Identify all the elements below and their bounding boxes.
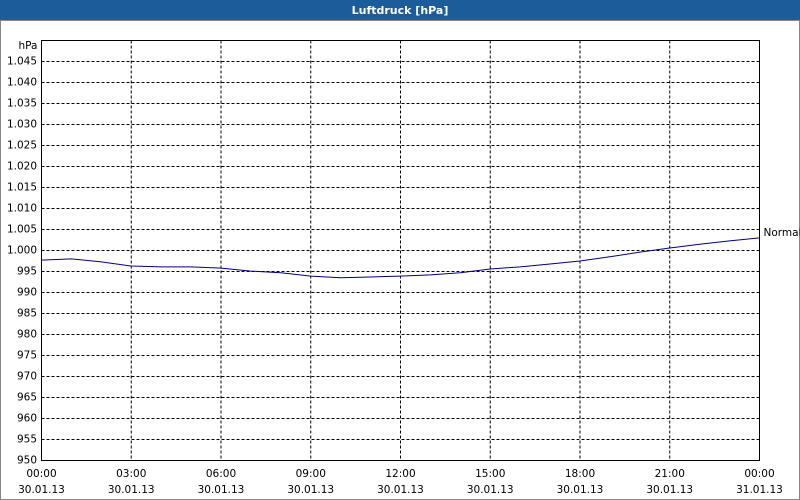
x-tick-sublabel: 30.01.13 [108,484,155,496]
y-tick-label: 1.035 [7,98,37,110]
y-tick-label: 1.030 [7,119,37,131]
y-tick-label: 965 [17,392,37,404]
x-tick-label: 09:00 [296,468,326,480]
x-tick-label: 06:00 [206,468,236,480]
y-tick-label: 1.000 [7,245,37,257]
y-tick-label: 995 [17,266,37,278]
y-tick-label: 1.010 [7,203,37,215]
y-tick-label: 980 [17,329,37,341]
x-tick-label: 12:00 [385,468,415,480]
y-tick-label: 955 [17,434,37,446]
x-tick-sublabel: 30.01.13 [646,484,693,496]
series-label: Normal [764,227,800,239]
y-tick-label: 970 [17,371,37,383]
x-tick-sublabel: 30.01.13 [467,484,514,496]
x-tick-sublabel: 30.01.13 [377,484,424,496]
x-tick-label: 03:00 [116,468,146,480]
x-tick-sublabel: 30.01.13 [198,484,245,496]
y-tick-label: 1.015 [7,182,37,194]
y-tick-label: 960 [17,413,37,425]
x-tick-label: 00:00 [26,468,56,480]
data-line [41,237,760,279]
y-tick-label: 985 [17,308,37,320]
y-axis-label: hPa [19,40,38,52]
x-tick-sublabel: 30.01.13 [18,484,65,496]
y-tick-label: 1.005 [7,224,37,236]
y-tick-label: 1.045 [7,56,37,68]
y-tick-label: 950 [17,455,37,467]
x-tick-sublabel: 30.01.13 [287,484,334,496]
x-tick-label: 15:00 [475,468,505,480]
y-tick-label: 1.020 [7,161,37,173]
x-tick-label: 00:00 [744,468,774,480]
y-tick-label: 1.025 [7,140,37,152]
x-tick-sublabel: 30.01.13 [557,484,604,496]
x-tick-sublabel: 31.01.13 [736,484,783,496]
y-tick-label: 990 [17,287,37,299]
x-tick-label: 18:00 [565,468,595,480]
chart-title: Luftdruck [hPa] [352,4,449,17]
x-tick-label: 21:00 [655,468,685,480]
title-bar [0,0,800,20]
y-tick-label: 1.040 [7,77,37,89]
y-tick-label: 975 [17,350,37,362]
